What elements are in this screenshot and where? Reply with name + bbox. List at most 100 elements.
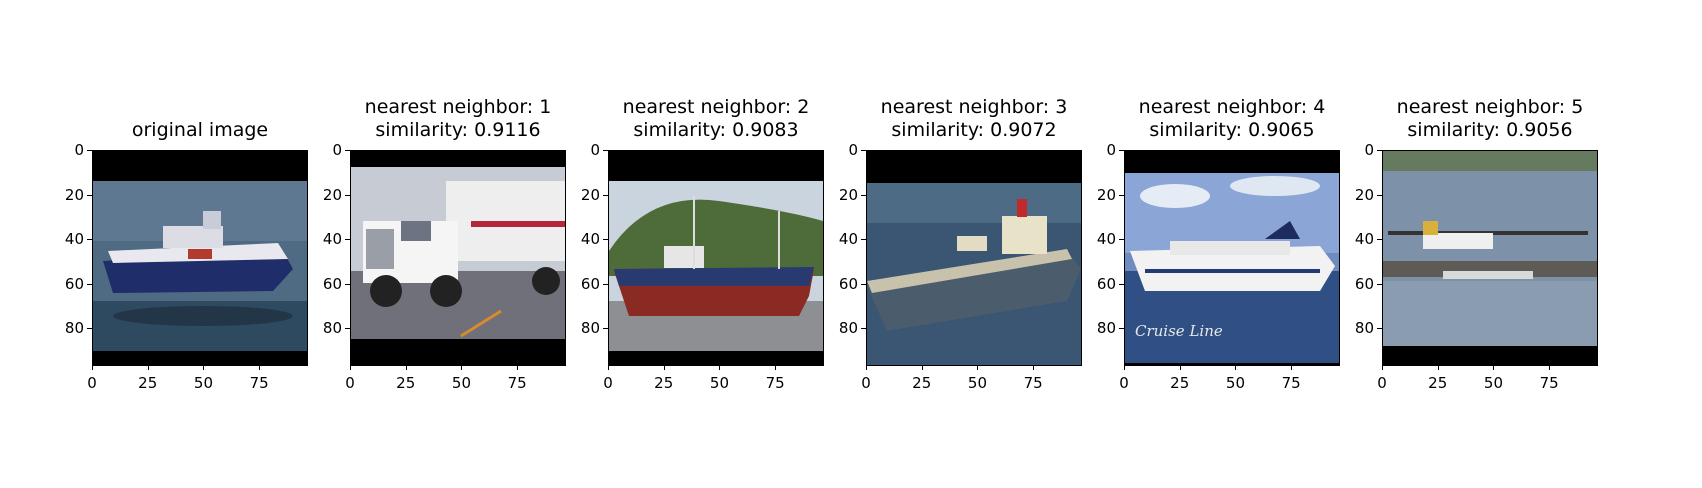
- similarity-label: similarity: 0.9072: [891, 119, 1057, 141]
- y-tick-mark: [87, 150, 92, 151]
- y-tick-label: 80: [580, 319, 600, 338]
- y-tick-mark: [1377, 150, 1382, 151]
- y-tick-label: 60: [322, 274, 342, 293]
- y-tick-label: 60: [838, 274, 858, 293]
- x-tick-label: 25: [396, 374, 416, 392]
- x-tick-mark: [517, 365, 519, 370]
- y-tick-mark: [1119, 194, 1124, 196]
- y-tick-mark: [345, 283, 350, 285]
- y-tick-mark: [603, 194, 608, 196]
- subplot-3: nearest neighbor: 3 similarity: 0.9072 0 2…: [839, 96, 1082, 396]
- x-tick-label: 50: [1225, 374, 1245, 392]
- subplot-title-line: nearest neighbor: 2: [622, 96, 810, 118]
- y-tick-mark: [603, 283, 608, 285]
- subplot-title-line: nearest neighbor: 5: [1396, 96, 1584, 118]
- y-tick-label: 80: [1096, 319, 1116, 338]
- x-tick-mark: [1493, 365, 1495, 370]
- x-tick-mark: [350, 365, 351, 370]
- x-tick-label: 0: [1119, 374, 1129, 392]
- y-tick-mark: [861, 150, 866, 151]
- y-tick-label: 80: [1354, 319, 1374, 338]
- y-tick-label: 40: [580, 230, 600, 249]
- x-tick-label: 25: [1170, 374, 1190, 392]
- subplot-title: nearest neighbor: 4 similarity: 0.9065: [1124, 96, 1340, 142]
- x-tick-label: 75: [249, 374, 269, 392]
- y-tick-label: 20: [322, 185, 342, 204]
- image-axes: Cruise Line: [1124, 150, 1340, 366]
- x-tick-mark: [1235, 365, 1237, 370]
- y-tick-label: 0: [74, 141, 84, 159]
- similarity-label: similarity: 0.9065: [1149, 119, 1315, 141]
- x-tick-label: 0: [87, 374, 97, 392]
- subplot-2: nearest neighbor: 2 similarity: 0.9083 0 2…: [581, 96, 824, 396]
- x-tick-mark: [1179, 365, 1181, 370]
- y-tick-label: 0: [332, 141, 342, 159]
- y-tick-label: 80: [838, 319, 858, 338]
- y-tick-mark: [861, 328, 866, 330]
- image-axes: [350, 150, 566, 366]
- y-tick-mark: [87, 328, 92, 330]
- x-tick-mark: [775, 365, 777, 370]
- y-tick-mark: [861, 283, 866, 285]
- y-tick-label: 20: [838, 185, 858, 204]
- similarity-label: similarity: 0.9056: [1407, 119, 1573, 141]
- x-tick-mark: [719, 365, 721, 370]
- watermark: Cruise Line: [1135, 322, 1223, 340]
- y-tick-label: 0: [1364, 141, 1374, 159]
- x-tick-mark: [461, 365, 463, 370]
- seaplane-on-water-image: [1383, 151, 1597, 365]
- x-tick-mark: [259, 365, 261, 370]
- subplot-title: nearest neighbor: 5 similarity: 0.9056: [1382, 96, 1598, 142]
- y-tick-label: 40: [322, 230, 342, 249]
- y-tick-mark: [1377, 239, 1382, 241]
- image-axes: [92, 150, 308, 366]
- y-tick-mark: [1377, 194, 1382, 196]
- y-tick-label: 40: [64, 230, 84, 249]
- x-tick-label: 75: [1281, 374, 1301, 392]
- y-tick-label: 40: [838, 230, 858, 249]
- subplot-title: nearest neighbor: 3 similarity: 0.9072: [866, 96, 1082, 142]
- y-tick-label: 60: [1096, 274, 1116, 293]
- subplot-1: nearest neighbor: 1 similarity: 0.9116 0 2…: [323, 96, 566, 396]
- subplot-title: original image: [92, 119, 308, 142]
- y-tick-mark: [345, 328, 350, 330]
- x-tick-label: 25: [138, 374, 158, 392]
- similarity-label: similarity: 0.9083: [633, 119, 799, 141]
- similarity-label: similarity: 0.9116: [375, 119, 541, 141]
- y-tick-label: 60: [64, 274, 84, 293]
- y-tick-mark: [87, 194, 92, 196]
- y-tick-mark: [1119, 328, 1124, 330]
- y-tick-label: 20: [64, 185, 84, 204]
- x-tick-label: 0: [345, 374, 355, 392]
- y-tick-mark: [603, 150, 608, 151]
- white-truck-image: [351, 151, 565, 365]
- x-tick-mark: [203, 365, 205, 370]
- x-tick-mark: [977, 365, 979, 370]
- x-tick-mark: [921, 365, 923, 370]
- y-tick-mark: [1119, 239, 1124, 241]
- y-tick-label: 0: [590, 141, 600, 159]
- x-tick-mark: [1033, 365, 1035, 370]
- subplot-5: nearest neighbor: 5 similarity: 0.9056 0 2…: [1355, 96, 1598, 396]
- image-axes: [608, 150, 824, 366]
- y-tick-mark: [1377, 328, 1382, 330]
- x-tick-label: 75: [1539, 374, 1559, 392]
- x-tick-label: 0: [1377, 374, 1387, 392]
- x-tick-mark: [1382, 365, 1383, 370]
- subplot-title: nearest neighbor: 1 similarity: 0.9116: [350, 96, 566, 142]
- y-tick-mark: [345, 239, 350, 241]
- x-tick-label: 50: [1483, 374, 1503, 392]
- fishing-boat-on-dock-image: [609, 151, 823, 365]
- x-tick-mark: [663, 365, 665, 370]
- x-tick-label: 0: [603, 374, 613, 392]
- subplot-0: original image 0 20 40 60 80 0 25 50 75: [65, 96, 308, 396]
- y-tick-mark: [87, 283, 92, 285]
- subplot-title-line: nearest neighbor: 1: [364, 96, 552, 118]
- x-tick-mark: [92, 365, 93, 370]
- x-tick-mark: [405, 365, 407, 370]
- x-tick-mark: [1124, 365, 1125, 370]
- x-tick-label: 50: [709, 374, 729, 392]
- y-tick-mark: [345, 194, 350, 196]
- x-tick-label: 75: [765, 374, 785, 392]
